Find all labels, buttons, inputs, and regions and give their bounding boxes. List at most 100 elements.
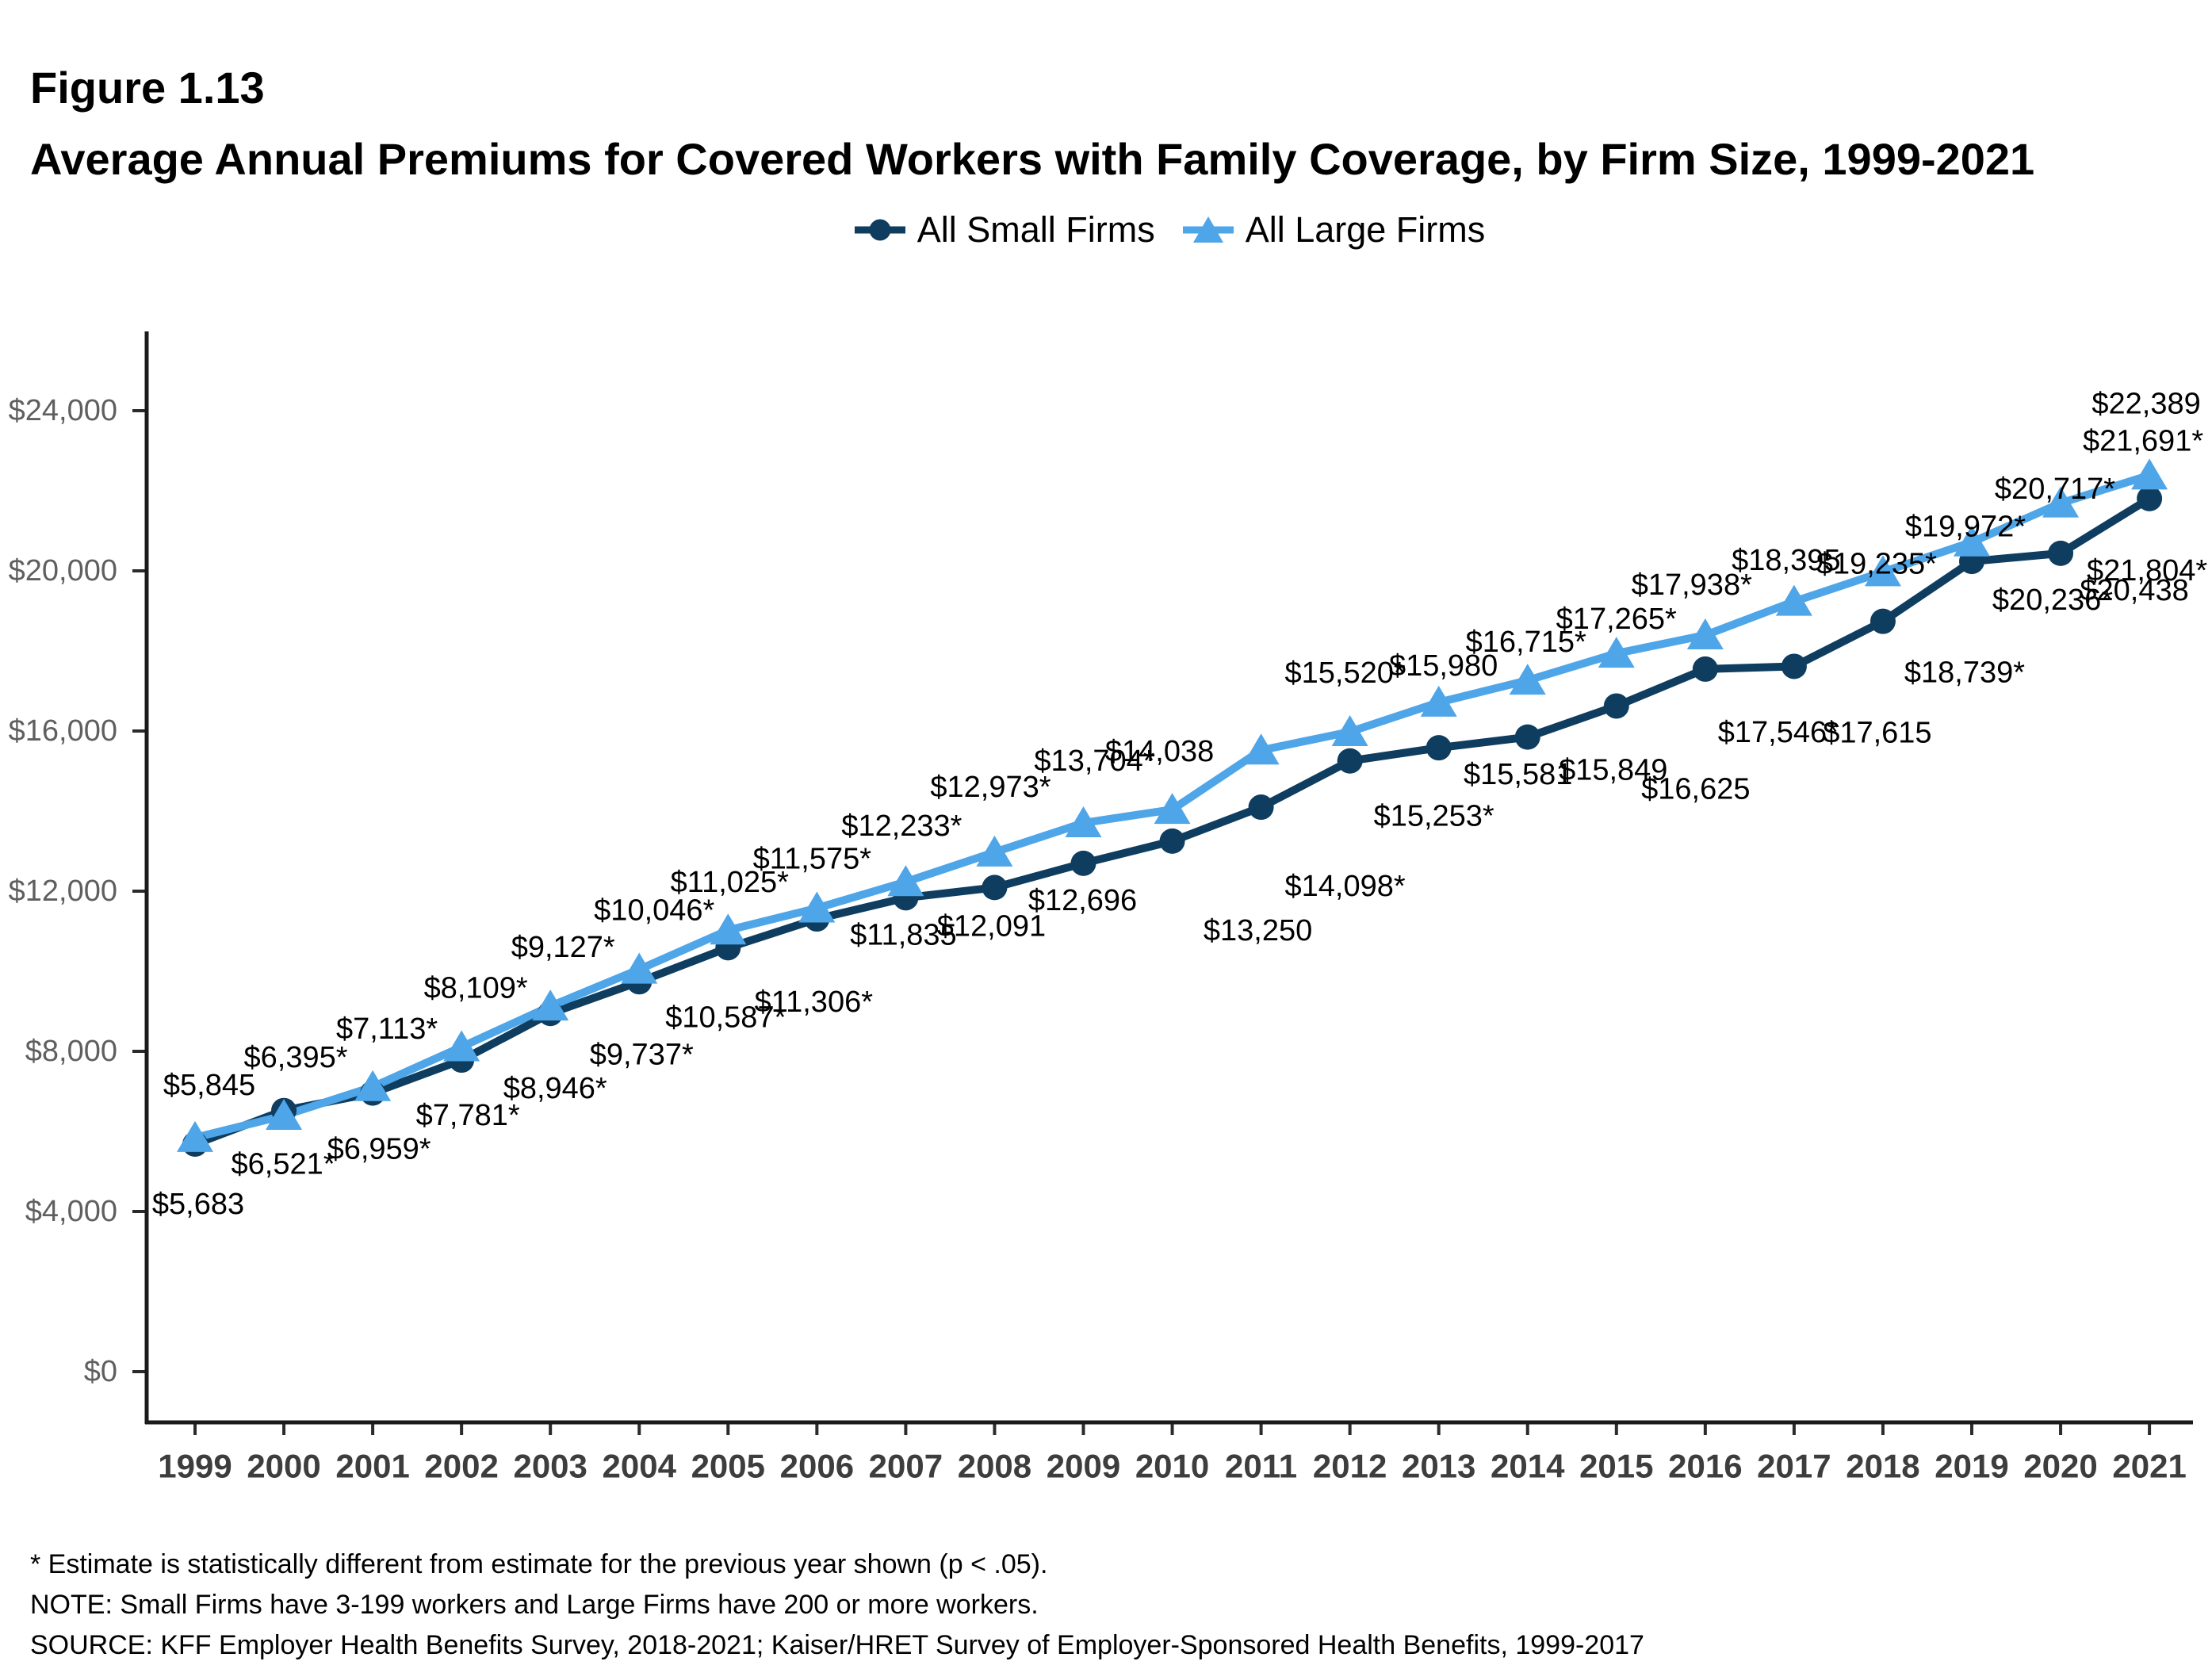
small-firms-data-label: $6,959* — [327, 1133, 431, 1166]
small-firms-point-marker — [1781, 653, 1807, 679]
x-axis-year-label: 2019 — [1935, 1448, 2008, 1485]
x-axis-year-label: 2014 — [1491, 1448, 1565, 1485]
small-firms-data-label: $8,946* — [503, 1072, 607, 1105]
footnote-source: SOURCE: KFF Employer Health Benefits Sur… — [30, 1630, 1644, 1660]
large-firms-data-label: $6,395* — [244, 1041, 348, 1074]
large-firms-data-label: $13,704* — [1034, 744, 1154, 778]
x-axis-year-label: 2018 — [1846, 1448, 1919, 1485]
large-firms-data-label: $11,575* — [753, 842, 872, 875]
large-firms-point-marker — [798, 891, 836, 923]
footnote-significance: * Estimate is statistically different fr… — [30, 1549, 1048, 1579]
small-firms-data-label: $11,835 — [850, 918, 957, 951]
small-firms-point-marker — [1603, 693, 1629, 719]
large-firms-point-marker — [1509, 664, 1546, 695]
chart-legend: All Small Firms All Large Firms — [147, 209, 2192, 251]
small-firms-point-marker — [1514, 724, 1540, 750]
small-firms-data-label: $15,581 — [1464, 758, 1572, 791]
large-firms-point-marker — [1775, 584, 1812, 616]
small-firms-data-label: $9,737* — [590, 1038, 694, 1071]
small-firms-data-label: $15,253* — [1374, 800, 1494, 833]
large-firms-point-marker — [532, 989, 569, 1021]
large-firms-point-marker — [354, 1070, 392, 1101]
small-firms-data-label: $20,438 — [2080, 574, 2188, 607]
x-axis-year-label: 2007 — [869, 1448, 943, 1485]
x-axis-year-label: 2005 — [691, 1448, 765, 1485]
large-firms-point-marker — [1864, 555, 1901, 587]
x-axis-year-label: 2016 — [1668, 1448, 1742, 1485]
large-firms-data-label: $17,938* — [1632, 568, 1752, 602]
y-axis-tick-label: $24,000 — [9, 394, 117, 427]
x-axis-year-label: 2013 — [1402, 1448, 1475, 1485]
legend-item-small-firms: All Small Firms — [854, 209, 1155, 251]
x-axis-year-label: 2001 — [335, 1448, 409, 1485]
large-firms-point-marker — [266, 1099, 303, 1131]
small-firms-point-marker — [2137, 485, 2163, 511]
large-firms-point-marker — [1242, 733, 1280, 765]
large-firms-data-label: $18,395 — [1732, 544, 1840, 577]
large-firms-data-label: $14,038 — [1105, 735, 1214, 768]
large-firms-point-marker — [2131, 458, 2168, 490]
small-firms-data-label: $17,546* — [1718, 716, 1839, 749]
x-axis-year-label: 2009 — [1047, 1448, 1120, 1485]
y-axis-tick-label: $16,000 — [9, 714, 117, 748]
large-firms-point-marker — [443, 1030, 480, 1062]
large-firms-line-triangle-icon — [1182, 216, 1234, 243]
large-firms-point-marker — [710, 913, 747, 945]
large-firms-data-label: $21,691* — [2083, 425, 2203, 458]
small-firms-point-marker — [982, 875, 1008, 901]
x-axis-year-label: 2000 — [247, 1448, 320, 1485]
small-firms-data-label: $18,739* — [1904, 656, 2025, 690]
large-firms-point-marker — [1065, 806, 1102, 837]
large-firms-data-label: $7,113* — [336, 1012, 438, 1046]
x-axis-year-label: 2021 — [2112, 1448, 2186, 1485]
small-firms-data-label: $13,250 — [1204, 914, 1312, 947]
large-firms-point-marker — [2042, 486, 2080, 518]
x-axis-year-label: 1999 — [158, 1448, 232, 1485]
footnote-note: NOTE: Small Firms have 3-199 workers and… — [30, 1590, 1039, 1620]
footnote-block: * Estimate is statistically different fr… — [30, 1544, 1644, 1665]
large-firms-data-label: $22,389 — [2091, 387, 2200, 420]
large-firms-data-label: $19,972* — [1905, 510, 2026, 543]
x-axis-year-label: 2015 — [1579, 1448, 1653, 1485]
large-firms-data-label: $8,109* — [424, 971, 528, 1005]
small-firms-point-marker — [2048, 540, 2074, 566]
large-firms-point-marker — [621, 952, 658, 984]
large-firms-point-marker — [976, 835, 1013, 867]
small-firms-point-marker — [1159, 828, 1185, 854]
large-firms-data-label: $15,980 — [1389, 649, 1498, 683]
large-firms-point-marker — [177, 1120, 213, 1152]
small-firms-point-marker — [1426, 735, 1452, 761]
y-axis-tick-label: $20,000 — [9, 554, 117, 588]
large-firms-data-label: $15,520* — [1285, 656, 1406, 690]
large-firms-data-label: $5,845 — [163, 1069, 255, 1102]
large-firms-data-label: $20,717* — [1995, 473, 2115, 506]
small-firms-point-marker — [1337, 748, 1363, 774]
small-firms-line-circle-icon — [854, 219, 905, 241]
small-firms-data-label: $16,625 — [1641, 772, 1750, 806]
small-firms-point-marker — [1070, 850, 1096, 876]
large-firms-data-label: $17,265* — [1556, 603, 1677, 636]
small-firms-data-label: $5,683 — [152, 1188, 244, 1221]
x-axis-year-label: 2012 — [1313, 1448, 1387, 1485]
large-firms-point-marker — [887, 865, 924, 897]
large-firms-point-marker — [1154, 793, 1191, 825]
small-firms-data-label: $6,521* — [232, 1148, 335, 1181]
large-firms-data-label: $12,233* — [841, 810, 962, 843]
small-firms-data-label: $14,098* — [1285, 870, 1406, 903]
small-firms-point-marker — [1692, 656, 1718, 682]
large-firms-data-label: $12,973* — [930, 771, 1051, 804]
large-firms-data-label: $9,127* — [511, 931, 615, 964]
large-firms-point-marker — [1598, 637, 1635, 668]
y-axis-tick-label: $0 — [84, 1355, 117, 1388]
x-axis-year-label: 2006 — [780, 1448, 854, 1485]
small-firms-data-label: $10,587* — [665, 1001, 786, 1034]
large-firms-data-label: $11,025* — [671, 866, 790, 899]
y-axis-tick-label: $12,000 — [9, 875, 117, 908]
small-firms-data-label: $15,849 — [1559, 754, 1667, 787]
x-axis-year-label: 2008 — [958, 1448, 1031, 1485]
legend-label-large-firms: All Large Firms — [1245, 209, 1486, 250]
y-axis-tick-label: $4,000 — [25, 1195, 117, 1228]
small-firms-data-label: $17,615 — [1823, 716, 1931, 749]
